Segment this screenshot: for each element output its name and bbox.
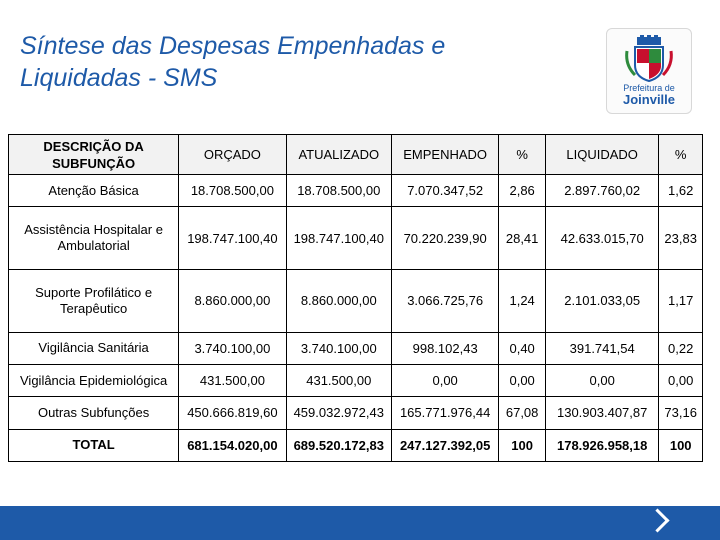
column-header: EMPENHADO — [390, 134, 500, 175]
table-cell: 2,86 — [498, 173, 546, 208]
table-row: Outras Subfunções 450.666.819,60 459.032… — [7, 396, 703, 430]
table-cell: 1,24 — [498, 269, 546, 333]
table-cell: 18.708.500,00 — [285, 173, 392, 208]
table-cell: 2.101.033,05 — [544, 269, 660, 333]
table-row: Assistência Hospitalar e Ambulatorial 19… — [7, 206, 703, 271]
table-cell: Suporte Profilático e Terapêutico — [7, 269, 180, 333]
table-row: Vigilância Epidemiológica 431.500,00 431… — [7, 364, 703, 398]
table-cell: 681.154.020,00 — [178, 428, 287, 463]
table-cell: 7.070.347,52 — [390, 173, 500, 208]
logo-line2: Joinville — [622, 92, 676, 107]
column-header: % — [658, 134, 703, 175]
column-header: ORÇADO — [178, 134, 287, 175]
table-cell: 0,40 — [498, 331, 546, 366]
table-cell: 67,08 — [498, 396, 546, 430]
table-cell: Atenção Básica — [7, 173, 180, 208]
table-row: Atenção Básica 18.708.500,00 18.708.500,… — [7, 173, 703, 208]
table-cell: 1,62 — [658, 173, 703, 208]
table-cell: 0,00 — [498, 364, 546, 398]
table-cell: 247.127.392,05 — [390, 428, 500, 463]
prefeitura-logo: Prefeitura de Joinville — [606, 28, 692, 114]
table-cell: 198.747.100,40 — [178, 206, 287, 271]
table-cell: 18.708.500,00 — [178, 173, 287, 208]
table-cell: Vigilância Epidemiológica — [7, 364, 180, 398]
expenses-table: DESCRIÇÃO DA SUBFUNÇÃO ORÇADO ATUALIZADO… — [7, 134, 703, 463]
table-cell: 998.102,43 — [390, 331, 500, 366]
table-cell: 130.903.407,87 — [544, 396, 660, 430]
table-row: Vigilância Sanitária 3.740.100,00 3.740.… — [7, 331, 703, 366]
table-total-row: TOTAL 681.154.020,00 689.520.172,83 247.… — [7, 428, 703, 463]
coat-of-arms-icon — [625, 35, 673, 83]
table-cell: 391.741,54 — [544, 331, 660, 366]
table-cell: 0,22 — [658, 331, 703, 366]
table-cell: Assistência Hospitalar e Ambulatorial — [7, 206, 180, 271]
table-cell: 431.500,00 — [285, 364, 392, 398]
table-cell: 100 — [498, 428, 546, 463]
table-cell: 28,41 — [498, 206, 546, 271]
table-cell: 70.220.239,90 — [390, 206, 500, 271]
table-cell: 100 — [658, 428, 703, 463]
table-cell: 73,16 — [658, 396, 703, 430]
table-cell: 0,00 — [658, 364, 703, 398]
table-cell: Outras Subfunções — [7, 396, 180, 430]
table-cell: 23,83 — [658, 206, 703, 271]
column-header: LIQUIDADO — [544, 134, 660, 175]
logo-line1: Prefeitura de — [623, 83, 675, 93]
table-cell: Vigilância Sanitária — [7, 331, 180, 366]
table-cell: 1,17 — [658, 269, 703, 333]
table-header-row: DESCRIÇÃO DA SUBFUNÇÃO ORÇADO ATUALIZADO… — [7, 134, 703, 175]
table-cell: 3.066.725,76 — [390, 269, 500, 333]
chevron-right-icon — [645, 508, 670, 533]
table-cell: 198.747.100,40 — [285, 206, 392, 271]
table-cell: TOTAL — [7, 428, 180, 463]
table-cell: 459.032.972,43 — [285, 396, 392, 430]
table-cell: 0,00 — [544, 364, 660, 398]
table-cell: 431.500,00 — [178, 364, 287, 398]
column-header: DESCRIÇÃO DA SUBFUNÇÃO — [7, 134, 180, 175]
table-cell: 450.666.819,60 — [178, 396, 287, 430]
table-cell: 0,00 — [390, 364, 500, 398]
slide-title: Síntese das Despesas Empenhadas e Liquid… — [20, 30, 580, 94]
table-cell: 165.771.976,44 — [390, 396, 500, 430]
table-cell: 8.860.000,00 — [285, 269, 392, 333]
table-cell: 178.926.958,18 — [544, 428, 660, 463]
table-cell: 3.740.100,00 — [285, 331, 392, 366]
column-header: ATUALIZADO — [285, 134, 392, 175]
table-cell: 3.740.100,00 — [178, 331, 287, 366]
table-cell: 689.520.172,83 — [285, 428, 392, 463]
slide-title-line2: Liquidadas - SMS — [20, 64, 218, 92]
table-cell: 2.897.760,02 — [544, 173, 660, 208]
table-cell: 42.633.015,70 — [544, 206, 660, 271]
footer-bar — [0, 506, 720, 540]
table-row: Suporte Profilático e Terapêutico 8.860.… — [7, 269, 703, 333]
slide-title-line1: Síntese das Despesas Empenhadas e — [20, 32, 446, 60]
table-cell: 8.860.000,00 — [178, 269, 287, 333]
column-header: % — [498, 134, 546, 175]
